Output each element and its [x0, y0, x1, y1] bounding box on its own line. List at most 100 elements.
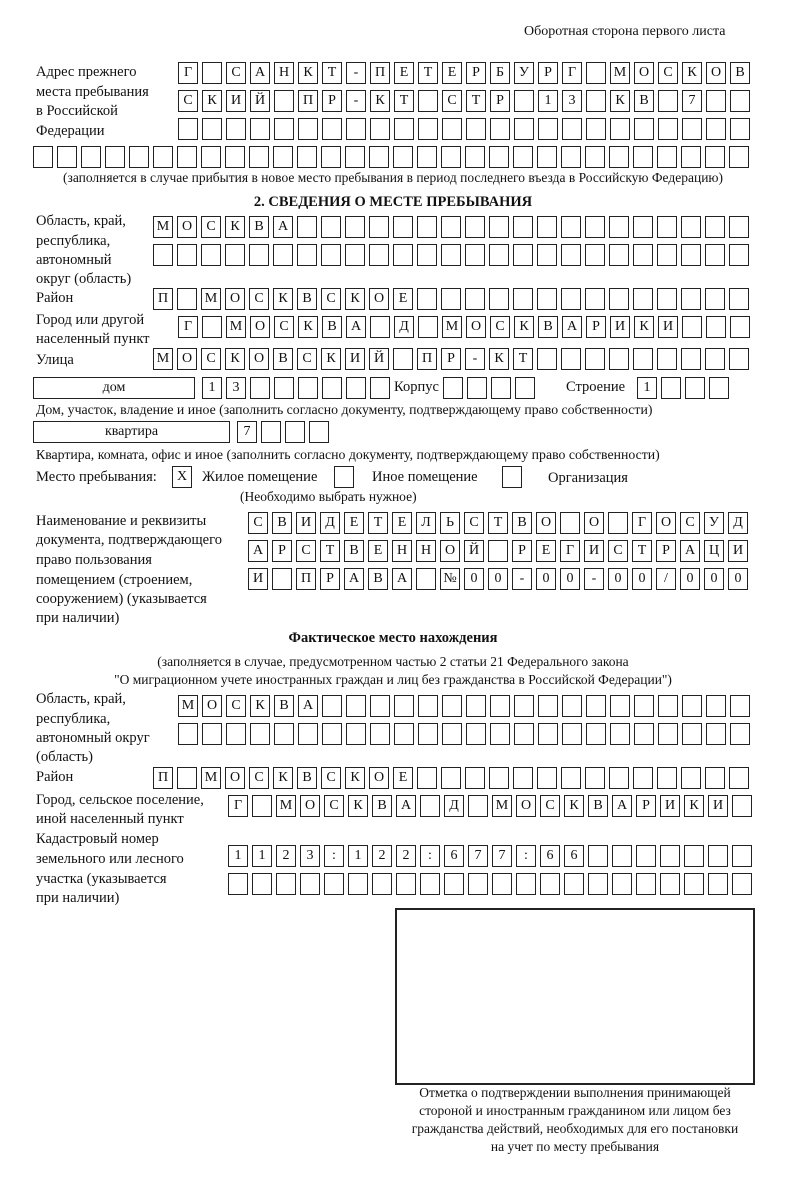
char-cell[interactable]	[252, 873, 272, 895]
char-cell[interactable]	[537, 348, 557, 370]
char-cell[interactable]: К	[348, 795, 368, 817]
char-cell[interactable]: С	[297, 348, 317, 370]
char-cell[interactable]	[272, 568, 292, 590]
char-cell[interactable]: В	[588, 795, 608, 817]
char-cell[interactable]	[705, 146, 725, 168]
char-cell[interactable]: М	[201, 288, 221, 310]
char-cell[interactable]	[345, 146, 365, 168]
char-cell[interactable]: Д	[444, 795, 464, 817]
char-cell[interactable]	[420, 873, 440, 895]
char-cell[interactable]	[442, 695, 462, 717]
char-cell[interactable]: С	[201, 216, 221, 238]
char-cell[interactable]	[730, 695, 750, 717]
char-cell[interactable]: К	[202, 90, 222, 112]
char-cell[interactable]	[585, 244, 605, 266]
char-cell[interactable]: 1	[538, 90, 558, 112]
char-cell[interactable]	[706, 90, 726, 112]
char-cell[interactable]	[708, 845, 728, 867]
char-cell[interactable]	[178, 723, 198, 745]
char-cell[interactable]	[441, 146, 461, 168]
char-cell[interactable]: К	[321, 348, 341, 370]
char-cell[interactable]	[252, 795, 272, 817]
char-cell[interactable]	[321, 244, 341, 266]
char-cell[interactable]	[561, 146, 581, 168]
char-cell[interactable]: 0	[536, 568, 556, 590]
char-cell[interactable]	[537, 146, 557, 168]
char-cell[interactable]	[418, 90, 438, 112]
char-cell[interactable]: -	[346, 62, 366, 84]
char-cell[interactable]: Р	[656, 540, 676, 562]
char-cell[interactable]	[468, 873, 488, 895]
char-cell[interactable]	[732, 795, 752, 817]
char-cell[interactable]: В	[368, 568, 388, 590]
char-cell[interactable]	[369, 146, 389, 168]
char-cell[interactable]	[633, 146, 653, 168]
char-cell[interactable]	[489, 216, 509, 238]
char-cell[interactable]: У	[704, 512, 724, 534]
char-cell[interactable]	[515, 377, 535, 399]
char-cell[interactable]: 7	[492, 845, 512, 867]
char-cell[interactable]: У	[514, 62, 534, 84]
char-cell[interactable]	[129, 146, 149, 168]
char-cell[interactable]	[657, 348, 677, 370]
char-cell[interactable]: С	[324, 795, 344, 817]
char-cell[interactable]	[202, 62, 222, 84]
char-cell[interactable]: С	[658, 62, 678, 84]
char-cell[interactable]	[369, 244, 389, 266]
char-cell[interactable]: Й	[369, 348, 389, 370]
char-cell[interactable]: С	[680, 512, 700, 534]
char-cell[interactable]	[441, 244, 461, 266]
char-cell[interactable]: О	[177, 216, 197, 238]
char-cell[interactable]: А	[346, 316, 366, 338]
char-cell[interactable]	[705, 767, 725, 789]
char-cell[interactable]	[705, 288, 725, 310]
checkbox-other-premises[interactable]	[334, 466, 354, 488]
char-cell[interactable]: К	[345, 767, 365, 789]
char-cell[interactable]	[489, 244, 509, 266]
char-cell[interactable]: К	[634, 316, 654, 338]
char-cell[interactable]: 0	[704, 568, 724, 590]
char-cell[interactable]: Т	[320, 540, 340, 562]
char-cell[interactable]	[538, 118, 558, 140]
char-cell[interactable]	[273, 146, 293, 168]
char-cell[interactable]: Г	[562, 62, 582, 84]
char-cell[interactable]	[586, 90, 606, 112]
char-cell[interactable]	[586, 723, 606, 745]
char-cell[interactable]: О	[369, 767, 389, 789]
char-cell[interactable]: И	[345, 348, 365, 370]
char-cell[interactable]	[297, 146, 317, 168]
char-cell[interactable]	[177, 244, 197, 266]
char-cell[interactable]: К	[610, 90, 630, 112]
char-cell[interactable]	[348, 873, 368, 895]
char-cell[interactable]	[225, 146, 245, 168]
char-cell[interactable]: Е	[536, 540, 556, 562]
char-cell[interactable]: Р	[636, 795, 656, 817]
char-cell[interactable]: О	[656, 512, 676, 534]
char-cell[interactable]	[660, 873, 680, 895]
char-cell[interactable]	[298, 377, 318, 399]
char-cell[interactable]: 1	[202, 377, 222, 399]
char-cell[interactable]	[729, 288, 749, 310]
char-cell[interactable]	[250, 377, 270, 399]
char-cell[interactable]	[417, 244, 437, 266]
char-cell[interactable]: Р	[322, 90, 342, 112]
char-cell[interactable]: В	[272, 512, 292, 534]
char-cell[interactable]: 0	[632, 568, 652, 590]
char-cell[interactable]	[561, 348, 581, 370]
char-cell[interactable]: С	[274, 316, 294, 338]
char-cell[interactable]	[706, 316, 726, 338]
char-cell[interactable]: М	[226, 316, 246, 338]
char-cell[interactable]	[444, 873, 464, 895]
char-cell[interactable]: П	[153, 767, 173, 789]
char-cell[interactable]: А	[273, 216, 293, 238]
char-cell[interactable]: В	[634, 90, 654, 112]
char-cell[interactable]	[153, 244, 173, 266]
char-cell[interactable]	[730, 118, 750, 140]
char-cell[interactable]: Ц	[704, 540, 724, 562]
char-cell[interactable]	[225, 244, 245, 266]
char-cell[interactable]	[732, 873, 752, 895]
char-cell[interactable]	[633, 767, 653, 789]
char-cell[interactable]	[585, 767, 605, 789]
char-cell[interactable]: Т	[488, 512, 508, 534]
char-cell[interactable]: С	[201, 348, 221, 370]
